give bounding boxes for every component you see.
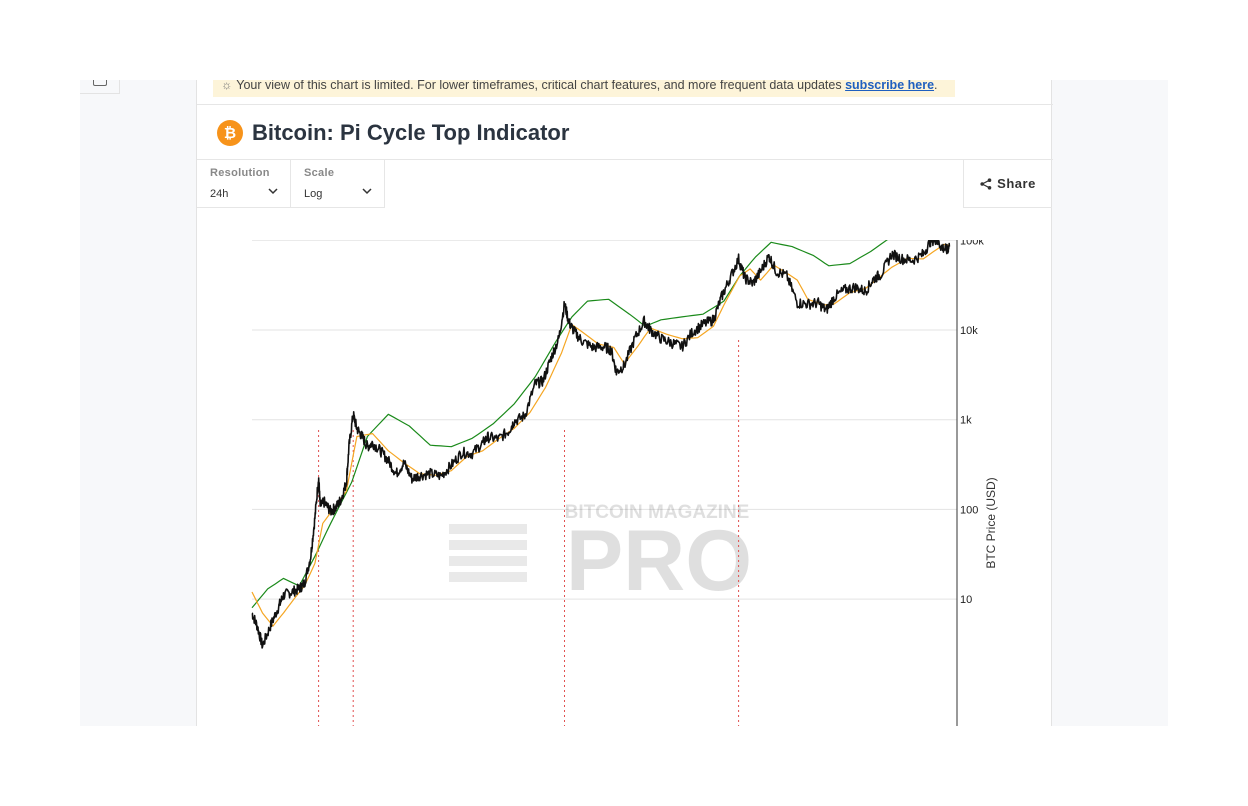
share-icon: [980, 177, 992, 190]
resolution-select[interactable]: Resolution 24h: [197, 160, 291, 208]
y-axis-label: BTC Price (USD): [984, 477, 998, 568]
y-tick-label: 100: [960, 504, 978, 516]
scale-value: Log: [304, 188, 323, 200]
scale-label: Scale: [304, 167, 335, 179]
share-label: Share: [997, 176, 1036, 191]
y-tick-label: 1k: [960, 415, 972, 427]
y-tick-label: 100k: [960, 240, 984, 247]
series-line-ma350x2: [251, 240, 888, 609]
page-background: ☼ Your view of this chart is limited. Fo…: [80, 80, 1168, 726]
panel-icon: [93, 80, 107, 86]
watermark-top: BITCOIN MAGAZINE: [565, 502, 750, 523]
subscribe-link[interactable]: subscribe here: [845, 80, 935, 92]
resolution-label: Resolution: [210, 167, 270, 179]
sidebar-toggle[interactable]: [80, 80, 120, 94]
chevron-down-icon: [362, 188, 372, 195]
page-title: Bitcoin: Pi Cycle Top Indicator: [252, 120, 570, 145]
watermark: BITCOIN MAGAZINE PRO: [449, 502, 752, 609]
divider: [197, 104, 1053, 105]
chart-header: ₿ Bitcoin: Pi Cycle Top Indicator: [217, 120, 569, 146]
share-button[interactable]: Share: [963, 160, 1052, 208]
y-tick-label: 10: [960, 594, 972, 606]
limited-view-notice: ☼ Your view of this chart is limited. Fo…: [213, 80, 955, 97]
notice-text: Your view of this chart is limited. For …: [236, 80, 846, 92]
series-line-price: [251, 240, 951, 649]
divider: [197, 159, 1053, 160]
watermark-main: PRO: [566, 513, 752, 609]
chart-card: ☼ Your view of this chart is limited. Fo…: [196, 80, 1053, 726]
bitcoin-logo-icon: ₿: [217, 120, 243, 146]
sun-icon: ☼: [221, 80, 233, 92]
scale-select[interactable]: Scale Log: [291, 160, 385, 208]
resolution-value: 24h: [210, 188, 229, 200]
chevron-down-icon: [268, 188, 278, 195]
pi-cycle-chart[interactable]: BITCOIN MAGAZINE PRO 101001k10k100k300k …: [197, 240, 1053, 726]
notice-tail: .: [934, 80, 938, 92]
y-tick-label: 10k: [960, 325, 978, 337]
